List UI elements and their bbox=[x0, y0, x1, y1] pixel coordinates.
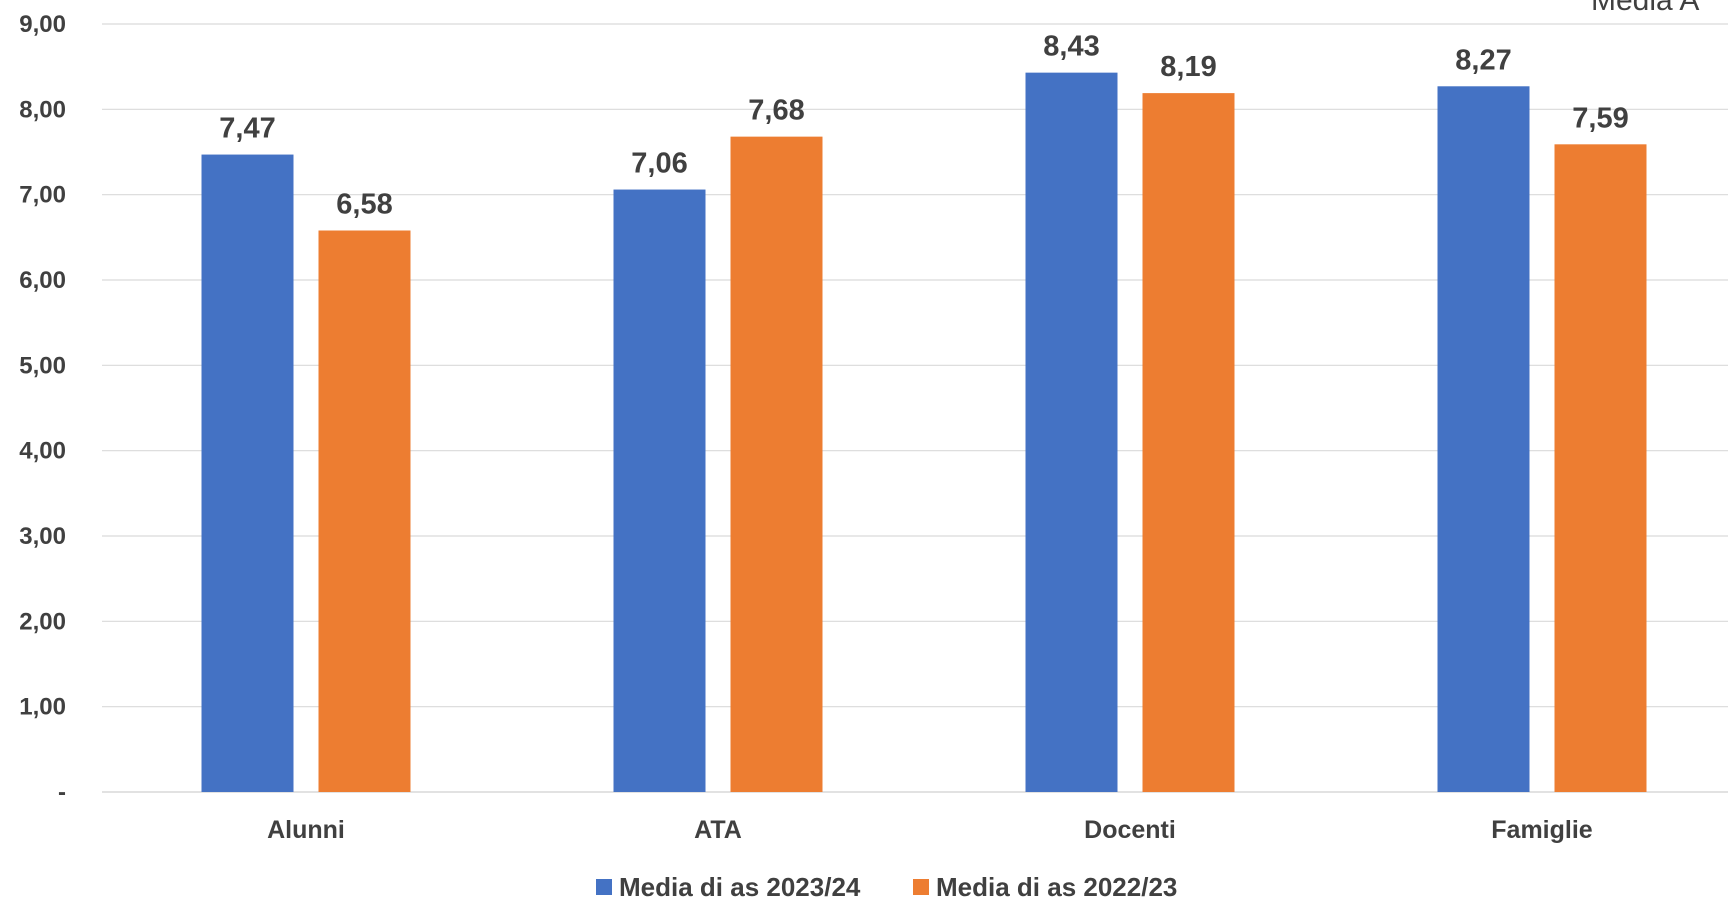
bar bbox=[201, 154, 294, 792]
bar bbox=[1554, 144, 1647, 792]
bar bbox=[318, 230, 411, 793]
bar bbox=[1142, 93, 1235, 793]
y-tick-label: 2,00 bbox=[19, 608, 66, 635]
bar bbox=[1025, 72, 1118, 792]
legend-swatch bbox=[596, 879, 612, 895]
bar bbox=[1437, 86, 1530, 792]
x-tick-label: ATA bbox=[694, 816, 742, 844]
y-tick-label: 9,00 bbox=[19, 11, 66, 38]
data-label: 8,43 bbox=[1043, 31, 1099, 63]
y-tick-label: 1,00 bbox=[19, 694, 66, 721]
data-labels: 7,47 7,06 8,43 8,27 6,58 7,68 8,19 7,59 bbox=[219, 31, 1628, 221]
data-label: 8,27 bbox=[1455, 44, 1511, 76]
y-tick-label: 8,00 bbox=[19, 96, 66, 123]
y-tick-label: 3,00 bbox=[19, 523, 66, 550]
data-label: 7,06 bbox=[631, 148, 687, 180]
legend-entry: Media di as 2022/23 bbox=[936, 872, 1177, 901]
bar bbox=[730, 136, 823, 792]
corner-text: Media A bbox=[1591, 0, 1699, 17]
bars bbox=[201, 72, 1647, 793]
x-tick-label: Docenti bbox=[1084, 816, 1176, 844]
data-label: 7,68 bbox=[748, 95, 804, 127]
y-tick-label: 4,00 bbox=[19, 438, 66, 465]
y-axis-tick-labels: - 1,00 2,00 3,00 4,00 5,00 6,00 7,00 8,00 9,00 bbox=[19, 11, 66, 806]
y-tick-label: 6,00 bbox=[19, 267, 66, 294]
data-label: 7,47 bbox=[219, 113, 275, 145]
legend-swatch bbox=[913, 879, 929, 895]
y-tick-label: - bbox=[58, 779, 66, 806]
x-axis-tick-labels: Alunni ATA Docenti Famiglie bbox=[267, 816, 1593, 844]
x-tick-label: Famiglie bbox=[1491, 816, 1593, 844]
bar bbox=[613, 189, 706, 793]
legend-entry: Media di as 2023/24 bbox=[619, 872, 861, 901]
x-tick-label: Alunni bbox=[267, 816, 345, 844]
data-label: 7,59 bbox=[1572, 102, 1628, 134]
legend: Media di as 2023/24 Media di as 2022/23 bbox=[596, 872, 1177, 901]
y-tick-label: 7,00 bbox=[19, 182, 66, 209]
data-label: 6,58 bbox=[336, 189, 392, 221]
y-tick-label: 5,00 bbox=[19, 352, 66, 379]
data-label: 8,19 bbox=[1160, 51, 1216, 83]
